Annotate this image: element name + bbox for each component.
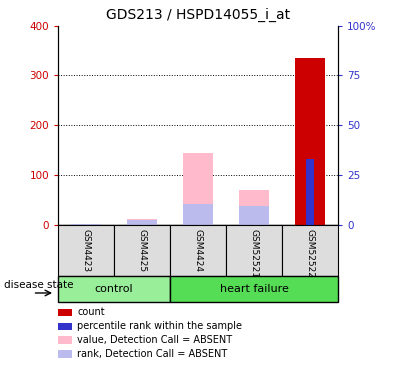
Text: GSM52522: GSM52522 <box>306 229 314 278</box>
Text: percentile rank within the sample: percentile rank within the sample <box>78 321 242 331</box>
Text: disease state: disease state <box>4 280 74 290</box>
Text: value, Detection Call = ABSENT: value, Detection Call = ABSENT <box>78 335 233 345</box>
Text: GSM4425: GSM4425 <box>138 229 146 272</box>
Bar <box>170 276 338 302</box>
Bar <box>58 336 72 344</box>
Bar <box>58 225 114 276</box>
Text: GSM52521: GSM52521 <box>250 229 258 278</box>
Text: control: control <box>95 284 133 294</box>
Bar <box>282 225 338 276</box>
Text: GSM4424: GSM4424 <box>194 229 202 272</box>
Bar <box>294 58 326 225</box>
Bar <box>70 224 102 225</box>
Bar <box>58 322 72 330</box>
Bar <box>114 225 170 276</box>
Bar <box>126 220 158 225</box>
Text: count: count <box>78 307 105 317</box>
Bar <box>126 219 158 225</box>
Bar <box>58 276 170 302</box>
Bar <box>306 159 314 225</box>
Bar <box>58 309 72 316</box>
Bar <box>58 350 72 358</box>
Text: GSM4423: GSM4423 <box>82 229 90 272</box>
Bar <box>170 225 226 276</box>
Text: heart failure: heart failure <box>220 284 288 294</box>
Bar <box>183 203 214 225</box>
Bar <box>239 206 270 225</box>
Text: rank, Detection Call = ABSENT: rank, Detection Call = ABSENT <box>78 349 228 359</box>
Bar <box>70 224 102 225</box>
Bar <box>239 190 270 225</box>
Bar <box>183 153 214 225</box>
Title: GDS213 / HSPD14055_i_at: GDS213 / HSPD14055_i_at <box>106 8 290 22</box>
Bar <box>226 225 282 276</box>
